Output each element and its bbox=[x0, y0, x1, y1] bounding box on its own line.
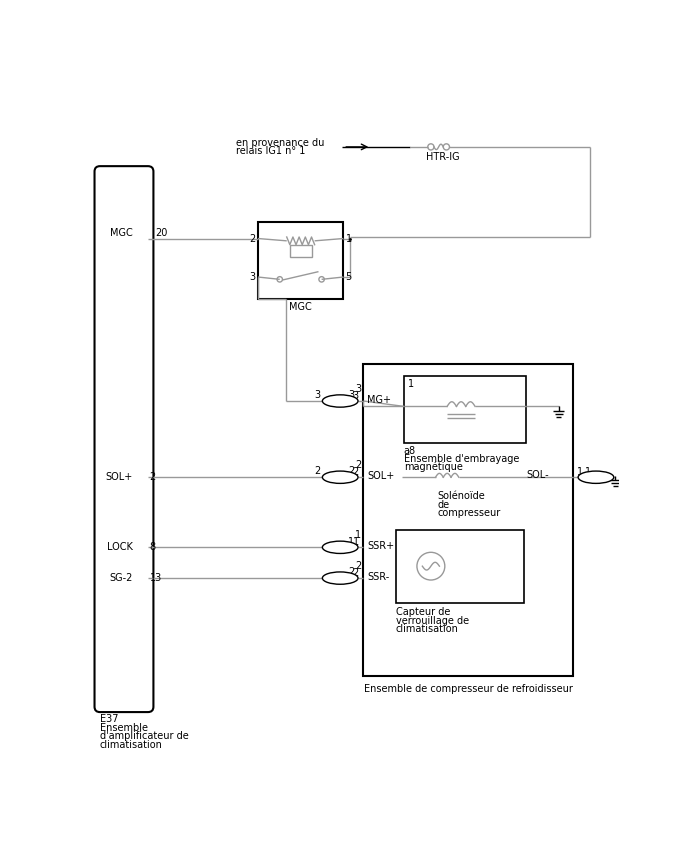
Text: climatisation: climatisation bbox=[100, 740, 163, 750]
Text: 3: 3 bbox=[250, 272, 256, 282]
Text: 2: 2 bbox=[352, 568, 359, 579]
Ellipse shape bbox=[323, 541, 358, 554]
Ellipse shape bbox=[323, 471, 358, 483]
Text: Capteur de: Capteur de bbox=[396, 607, 451, 618]
Text: 2: 2 bbox=[250, 233, 256, 244]
Ellipse shape bbox=[323, 394, 358, 407]
Text: 3: 3 bbox=[355, 384, 361, 394]
Text: SSR-: SSR- bbox=[367, 572, 389, 582]
Text: 1: 1 bbox=[355, 530, 361, 540]
Text: 8: 8 bbox=[149, 543, 155, 552]
Text: HTR-IG: HTR-IG bbox=[427, 153, 460, 162]
Text: 1: 1 bbox=[348, 537, 354, 546]
Ellipse shape bbox=[323, 572, 358, 584]
Text: 5: 5 bbox=[345, 272, 352, 282]
Bar bbox=[290, 245, 312, 257]
Text: en provenance du: en provenance du bbox=[235, 138, 324, 148]
Text: climatisation: climatisation bbox=[396, 625, 459, 634]
Text: B8: B8 bbox=[590, 472, 603, 482]
Text: 1: 1 bbox=[345, 233, 352, 244]
Text: SOL+: SOL+ bbox=[105, 472, 133, 482]
Text: 2: 2 bbox=[355, 561, 361, 571]
Text: a8: a8 bbox=[404, 446, 416, 457]
Text: 1: 1 bbox=[353, 538, 358, 547]
Text: magnétique: magnétique bbox=[404, 462, 462, 472]
Text: MGC: MGC bbox=[289, 302, 312, 313]
Text: de: de bbox=[437, 499, 449, 509]
Text: LOCK: LOCK bbox=[107, 543, 133, 552]
Text: 13: 13 bbox=[149, 573, 162, 583]
Text: Ensemble: Ensemble bbox=[100, 722, 148, 733]
Ellipse shape bbox=[578, 471, 614, 483]
Text: 2: 2 bbox=[348, 567, 354, 578]
Text: 2: 2 bbox=[352, 467, 359, 477]
Bar bbox=[404, 376, 526, 443]
Text: SOL-: SOL- bbox=[526, 470, 549, 481]
Text: 2: 2 bbox=[355, 460, 361, 470]
Text: 1: 1 bbox=[577, 467, 583, 477]
Text: B36: B36 bbox=[331, 573, 350, 583]
Text: B36: B36 bbox=[331, 543, 350, 552]
Text: Solénoïde: Solénoïde bbox=[437, 491, 485, 501]
Text: MG+: MG+ bbox=[367, 394, 391, 405]
Text: 2: 2 bbox=[149, 472, 155, 482]
Bar bbox=[363, 364, 572, 676]
Text: verrouillage de: verrouillage de bbox=[396, 616, 469, 626]
Bar bbox=[258, 222, 343, 298]
Text: 3: 3 bbox=[314, 390, 321, 400]
Text: SOL+: SOL+ bbox=[367, 471, 395, 481]
Text: E37: E37 bbox=[100, 714, 118, 724]
Text: MGC: MGC bbox=[110, 228, 133, 239]
Text: 3: 3 bbox=[348, 390, 354, 400]
Text: Ensemble de compresseur de refroidisseur: Ensemble de compresseur de refroidisseur bbox=[364, 683, 572, 694]
Text: 2: 2 bbox=[348, 466, 354, 476]
Text: 1: 1 bbox=[407, 378, 413, 389]
Text: d'amplificateur de: d'amplificateur de bbox=[100, 731, 189, 741]
Text: SG-2: SG-2 bbox=[109, 573, 133, 583]
Text: 2: 2 bbox=[314, 466, 321, 476]
Text: 3: 3 bbox=[353, 391, 358, 401]
Text: SSR+: SSR+ bbox=[367, 541, 394, 551]
Text: relais IG1 n° 1: relais IG1 n° 1 bbox=[235, 147, 305, 156]
Text: B36: B36 bbox=[331, 396, 350, 406]
Text: Ensemble d'embrayage: Ensemble d'embrayage bbox=[404, 454, 519, 464]
Text: 20: 20 bbox=[155, 228, 168, 239]
Bar bbox=[396, 530, 524, 602]
Text: 1: 1 bbox=[585, 467, 591, 477]
Text: compresseur: compresseur bbox=[437, 508, 500, 518]
Text: B8: B8 bbox=[334, 472, 347, 482]
